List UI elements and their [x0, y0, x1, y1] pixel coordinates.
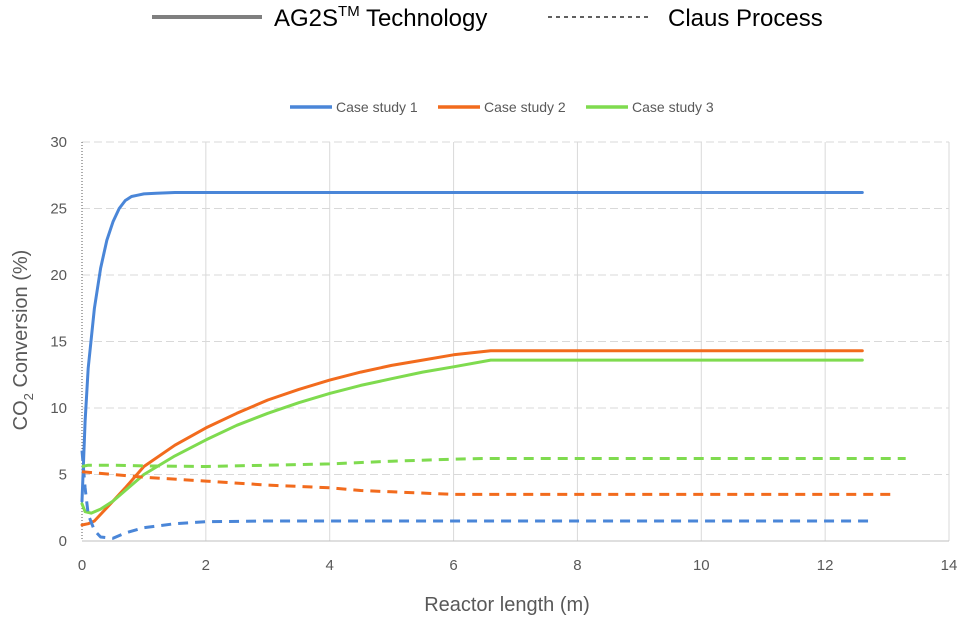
series-line-ag2s-case-study-3: [80, 358, 864, 515]
y-tick-label: 20: [50, 267, 67, 284]
x-tick-label: 8: [573, 557, 581, 574]
x-tick-label: 4: [326, 557, 334, 574]
series-line-claus-case-study-2: [81, 470, 894, 496]
top-legend: AG2STM Technology Claus Process: [152, 3, 823, 32]
x-tick-label: 0: [78, 557, 86, 574]
series-line-claus-case-study-3: [81, 457, 906, 468]
tick-labels: 0 5 10 15 20 25 30 0 2 4 6 8 10 12 14: [50, 134, 957, 574]
series-group: [80, 191, 906, 540]
top-legend-solid-label: AG2STM Technology: [274, 3, 487, 32]
y-tick-label: 0: [59, 533, 67, 550]
x-axis-title: Reactor length (m): [424, 594, 590, 616]
y-tick-label: 10: [50, 400, 67, 417]
series-line-ag2s-case-study-1: [80, 191, 864, 503]
y-tick-label: 25: [50, 201, 67, 218]
x-tick-label: 14: [941, 557, 958, 574]
y-tick-label: 15: [50, 334, 67, 351]
x-tick-label: 12: [817, 557, 834, 574]
x-tick-label: 6: [449, 557, 457, 574]
legend-label: Case study 1: [336, 99, 418, 115]
series-line-ag2s-case-study-2: [80, 349, 864, 527]
grid: [81, 141, 950, 542]
legend-label: Case study 3: [632, 99, 714, 115]
x-tick-label: 2: [202, 557, 210, 574]
series-legend: Case study 1 Case study 2 Case study 3: [290, 99, 714, 115]
top-legend-dashed-label: Claus Process: [668, 5, 823, 32]
legend-label: Case study 2: [484, 99, 566, 115]
y-axis-title: CO2 Conversion (%): [10, 250, 36, 431]
series-line-claus-case-study-1: [80, 450, 875, 540]
x-tick-label: 10: [693, 557, 710, 574]
y-tick-label: 5: [59, 467, 67, 484]
y-tick-label: 30: [50, 134, 67, 151]
